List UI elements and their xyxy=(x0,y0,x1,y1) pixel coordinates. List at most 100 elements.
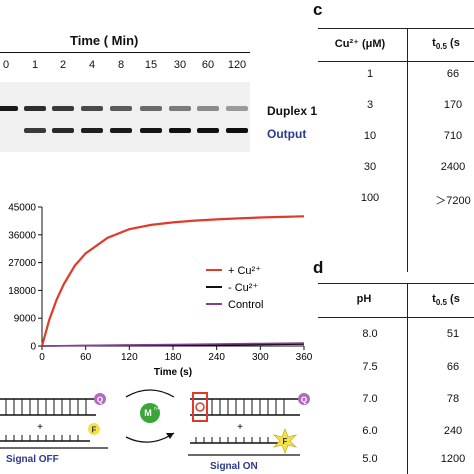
lane-label: 15 xyxy=(144,59,158,71)
legend-label: + Cu²⁺ xyxy=(228,265,261,277)
y-tick-label: 27000 xyxy=(8,258,36,269)
mechanism-schematic: Q + F Signal OFF M n+ Q + xyxy=(0,389,310,472)
table-d-t: 240 xyxy=(443,425,463,437)
output-band xyxy=(140,128,162,133)
output-band xyxy=(81,128,103,133)
output-label: Output xyxy=(267,127,307,141)
metal-ion-charge: n+ xyxy=(154,406,160,412)
duplex-band xyxy=(24,106,46,111)
table-c-t: 2400 xyxy=(440,161,466,173)
duplex-band xyxy=(140,106,162,111)
x-tick-label: 360 xyxy=(296,352,313,363)
output-band xyxy=(24,128,46,133)
y-tick-label: 45000 xyxy=(8,203,36,214)
output-band xyxy=(226,128,248,133)
metal-ion xyxy=(140,403,160,423)
table-d-t: 66 xyxy=(446,361,460,373)
table-c-conc: 100 xyxy=(360,192,380,204)
table-d-divider xyxy=(407,283,408,474)
lane-label: 4 xyxy=(88,59,96,71)
arrow-top xyxy=(125,389,175,398)
strand-left xyxy=(0,435,90,442)
lane-label: 60 xyxy=(201,59,215,71)
duplex-left xyxy=(0,398,96,416)
x-tick-label: 300 xyxy=(252,352,269,363)
table-d-ph: 5.0 xyxy=(362,453,378,465)
quencher-right-label: Q xyxy=(301,396,307,405)
table-d-header-t: t0.5 (s xyxy=(432,293,460,308)
x-tick-label: 120 xyxy=(121,352,138,363)
table-c-conc: 1 xyxy=(366,68,374,80)
table-c-t: ＞7200 xyxy=(435,195,471,207)
table-c-t: 170 xyxy=(443,99,463,111)
gel-title-rule xyxy=(0,52,250,53)
table-c-header-rule xyxy=(318,61,474,62)
series-line-0 xyxy=(40,215,305,347)
table-c-conc: 30 xyxy=(363,161,377,173)
table-d-top-rule xyxy=(318,283,474,284)
y-tick-label: 9000 xyxy=(14,314,37,325)
strand-right xyxy=(190,437,280,444)
y-tick-label: 36000 xyxy=(8,230,36,241)
lane-label: 0 xyxy=(2,59,10,71)
x-tick-label: 0 xyxy=(39,352,45,363)
table-d-header-ph: pH xyxy=(356,293,372,305)
x-tick-label: 180 xyxy=(165,352,182,363)
signal-off-label: Signal OFF xyxy=(6,454,59,465)
table-d-ph: 7.5 xyxy=(362,361,378,373)
output-band xyxy=(169,128,191,133)
quencher-left-label: Q xyxy=(97,396,103,405)
lane-label: 30 xyxy=(173,59,187,71)
lane-label: 8 xyxy=(117,59,125,71)
table-d-header-rule xyxy=(318,317,474,318)
arrow-bottom xyxy=(125,432,175,443)
legend-label: - Cu²⁺ xyxy=(228,282,258,294)
duplex-band xyxy=(169,106,191,111)
table-d-t: 1200 xyxy=(440,453,466,465)
duplex-label: Duplex 1 xyxy=(267,104,318,118)
lane-label: 1 xyxy=(31,59,39,71)
gel-time-title: Time ( Min) xyxy=(70,33,139,48)
plus-right: + xyxy=(237,422,243,433)
plus-left: + xyxy=(37,422,43,433)
fluorophore-right-label: F xyxy=(283,437,288,446)
table-d-ph: 8.0 xyxy=(362,328,378,340)
duplex-band xyxy=(110,106,132,111)
panel-letter-d: d xyxy=(313,258,324,277)
duplex-band xyxy=(0,106,18,111)
panel-letter-c: c xyxy=(313,0,323,19)
y-tick-label: 18000 xyxy=(8,286,36,297)
fluorophore-left xyxy=(88,423,100,435)
fluorophore-left-label: F xyxy=(92,426,97,435)
output-band xyxy=(110,128,132,133)
fluorescence-kinetics-chart: 0 9000 18000 27000 36000 45000 0 60 120 180 240 30… xyxy=(8,203,313,379)
x-tick-label: 60 xyxy=(80,352,92,363)
duplex-band xyxy=(81,106,103,111)
cleavage-site-box xyxy=(192,392,208,422)
duplex-band xyxy=(226,106,248,111)
table-d-t: 78 xyxy=(446,393,460,405)
table-d-ph: 7.0 xyxy=(362,393,378,405)
table-d-ph: 6.0 xyxy=(362,425,378,437)
y-tick-label: 0 xyxy=(30,342,36,353)
duplex-right xyxy=(190,398,300,416)
signal-on-label: Signal ON xyxy=(210,461,258,472)
fluorophore-burst xyxy=(272,427,298,455)
arrow-head xyxy=(166,433,174,439)
quencher-right xyxy=(298,393,310,405)
x-tick-label: 240 xyxy=(208,352,225,363)
legend-label: Control xyxy=(228,299,263,311)
metal-binding-site xyxy=(195,402,205,412)
table-c-conc: 10 xyxy=(363,130,377,142)
output-band xyxy=(52,128,74,133)
table-c-header-t: t0.5 (s xyxy=(432,37,460,52)
lane-label: 120 xyxy=(227,59,247,71)
table-c-t: 66 xyxy=(446,68,460,80)
table-c-conc: 3 xyxy=(366,99,374,111)
metal-ion-label: M xyxy=(144,408,152,418)
table-c-divider xyxy=(407,28,408,272)
series-line-2 xyxy=(41,342,305,347)
table-c-top-rule xyxy=(318,28,474,29)
quencher-left xyxy=(94,393,106,405)
duplex-band xyxy=(52,106,74,111)
